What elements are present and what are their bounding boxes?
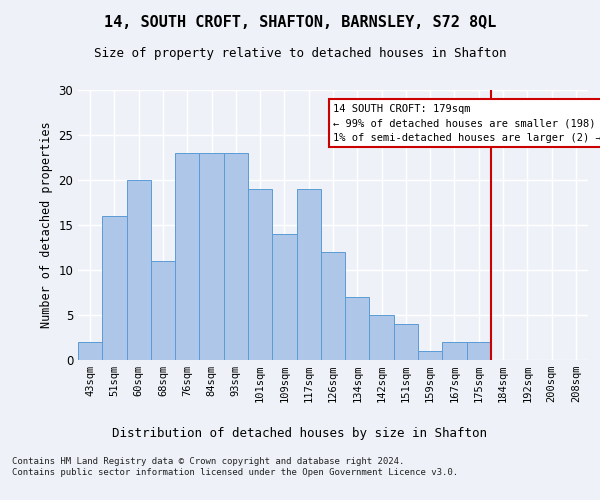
Text: 14 SOUTH CROFT: 179sqm
← 99% of detached houses are smaller (198)
1% of semi-det: 14 SOUTH CROFT: 179sqm ← 99% of detached… <box>333 104 600 143</box>
Y-axis label: Number of detached properties: Number of detached properties <box>40 122 53 328</box>
Text: Contains HM Land Registry data © Crown copyright and database right 2024.
Contai: Contains HM Land Registry data © Crown c… <box>12 458 458 477</box>
Text: Size of property relative to detached houses in Shafton: Size of property relative to detached ho… <box>94 48 506 60</box>
Bar <box>394 324 418 360</box>
Bar <box>199 153 224 360</box>
Text: 14, SOUTH CROFT, SHAFTON, BARNSLEY, S72 8QL: 14, SOUTH CROFT, SHAFTON, BARNSLEY, S72 … <box>104 15 496 30</box>
Bar <box>127 180 151 360</box>
Bar <box>418 351 442 360</box>
Bar <box>467 342 491 360</box>
Bar <box>102 216 127 360</box>
Bar <box>321 252 345 360</box>
Bar <box>248 189 272 360</box>
Bar <box>345 297 370 360</box>
Bar <box>175 153 199 360</box>
Text: Distribution of detached houses by size in Shafton: Distribution of detached houses by size … <box>113 428 487 440</box>
Bar <box>151 261 175 360</box>
Bar <box>78 342 102 360</box>
Bar <box>224 153 248 360</box>
Bar <box>272 234 296 360</box>
Bar <box>296 189 321 360</box>
Bar <box>370 315 394 360</box>
Bar <box>442 342 467 360</box>
